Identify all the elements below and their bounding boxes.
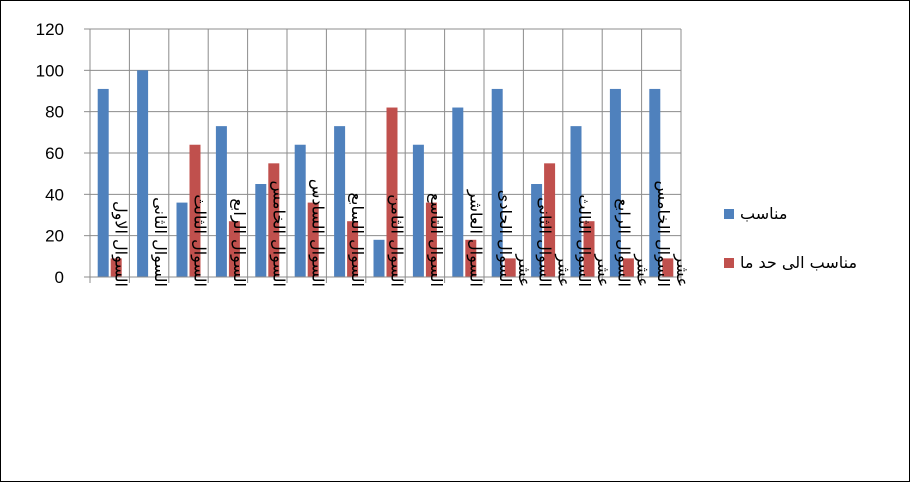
legend-swatch xyxy=(724,209,734,219)
legend-label: مناسب الى حد ما xyxy=(740,253,857,272)
x-category-label: السوال الثانى xyxy=(535,197,555,287)
y-tick-label: 20 xyxy=(45,227,64,246)
x-category-label: السوال الثانى xyxy=(150,197,170,287)
bar-series-1 xyxy=(531,184,543,277)
x-category-label: عشر xyxy=(672,253,692,287)
bar-series-1 xyxy=(452,107,464,278)
y-tick-label: 40 xyxy=(45,185,64,204)
x-category-label: السوال الرابع xyxy=(229,198,249,287)
bar-series-1 xyxy=(294,144,306,277)
bar-series-2 xyxy=(465,239,477,277)
bar-series-1 xyxy=(373,239,385,277)
x-category-label: السوال الخامس xyxy=(653,180,673,287)
y-tick-label: 100 xyxy=(36,61,64,80)
y-tick-label: 120 xyxy=(36,20,64,39)
x-category-label: السوال الثالث xyxy=(574,194,594,287)
legend: مناسب مناسب الى حد ما xyxy=(724,204,857,272)
bar-series-1 xyxy=(255,184,267,277)
bar-series-2 xyxy=(622,258,634,277)
bar-series-2 xyxy=(662,258,674,277)
bar-series-2 xyxy=(307,202,319,277)
bar-series-1 xyxy=(97,88,109,277)
bar-series-1 xyxy=(570,126,582,277)
bar-series-1 xyxy=(334,126,346,277)
x-category-label: السوال العاشر xyxy=(465,189,485,287)
bar-series-1 xyxy=(609,88,621,277)
x-category-label: السوال السابع xyxy=(347,193,367,287)
x-category-label: السوال الخامس xyxy=(268,180,288,287)
x-category-label: عشر xyxy=(514,253,534,287)
bar-series-2 xyxy=(110,258,122,277)
y-tick-label: 80 xyxy=(45,103,64,122)
legend-swatch xyxy=(724,258,734,268)
bars xyxy=(97,70,674,278)
bar-series-2 xyxy=(268,163,280,277)
bar-series-1 xyxy=(176,202,188,277)
bar-series-1 xyxy=(215,126,227,277)
axes xyxy=(84,28,682,283)
bar-series-2 xyxy=(228,221,240,277)
bar-series-2 xyxy=(189,144,201,277)
bar-series-2 xyxy=(425,202,437,277)
x-category-label: السوال السادس xyxy=(308,179,328,287)
x-category-labels: السوال الاول السوال الثانى السوال الثالث ال… xyxy=(111,179,692,287)
bar-series-1 xyxy=(491,88,503,277)
bar-series-2 xyxy=(544,163,556,277)
x-category-label: عشر xyxy=(632,253,652,287)
bar-series-2 xyxy=(347,221,359,277)
y-tick-labels: 0 20 40 60 80 100 120 xyxy=(36,20,64,287)
x-category-label: السوال الثامن xyxy=(387,194,407,287)
bar-series-1 xyxy=(412,144,424,277)
x-category-label: السوال الثالث xyxy=(190,194,210,287)
bar-series-1 xyxy=(649,88,661,277)
x-category-label: السوال التاسع xyxy=(426,193,446,287)
x-category-label: السوال الاول xyxy=(111,201,131,287)
bar-series-2 xyxy=(504,258,516,277)
x-category-label: عشر xyxy=(554,253,574,287)
grid-lines xyxy=(90,28,682,277)
bar-series-2 xyxy=(583,221,595,277)
x-category-label: السوال الحادى xyxy=(495,190,515,287)
legend-label: مناسب xyxy=(740,204,787,223)
x-category-label: السوال الرابع xyxy=(613,198,633,287)
x-category-label: عشر xyxy=(593,253,613,287)
y-tick-label: 0 xyxy=(55,268,64,287)
y-tick-label: 60 xyxy=(45,144,64,163)
bar-series-1 xyxy=(137,70,149,277)
bar-series-2 xyxy=(386,107,398,278)
